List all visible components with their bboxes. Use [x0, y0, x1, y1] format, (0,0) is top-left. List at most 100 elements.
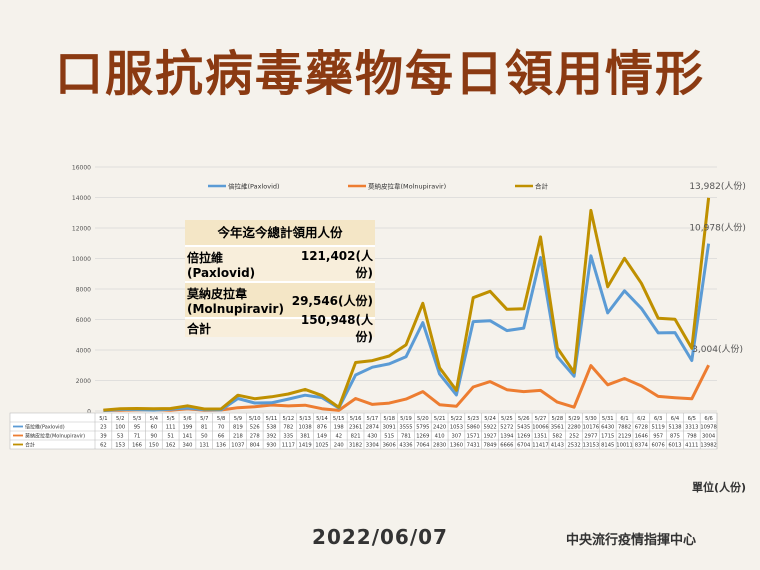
table-cell: 198 — [334, 425, 344, 431]
end-value-label: 3,004(人份) — [692, 343, 743, 355]
table-cell: 218 — [233, 434, 243, 440]
table-cell: 2830 — [433, 443, 446, 449]
table-cell: 2361 — [349, 425, 362, 431]
table-cell: 875 — [670, 434, 680, 440]
table-cell: 6666 — [500, 443, 513, 449]
table-cell: 538 — [267, 425, 277, 431]
table-cell: 7064 — [416, 443, 430, 449]
table-cell: 335 — [283, 434, 293, 440]
table-cell: 6704 — [517, 443, 531, 449]
table-cell: 1351 — [534, 434, 547, 440]
summary-label: 倍拉維 (Paxlovid) — [187, 250, 256, 280]
x-tick-label: 5/21 — [434, 416, 446, 422]
legend-label: 莫納皮拉韋(Molnupiravir) — [368, 182, 446, 191]
table-cell: 90 — [151, 434, 158, 440]
table-cell: 5860 — [467, 425, 480, 431]
table-cell: 3304 — [366, 443, 380, 449]
x-tick-label: 5/25 — [501, 416, 513, 422]
x-tick-label: 5/14 — [316, 416, 328, 422]
x-tick-label: 5/2 — [116, 416, 124, 422]
y-tick-label: 14000 — [72, 195, 91, 202]
summary-row-total: 合計 150,948(人份) — [185, 313, 375, 344]
table-cell: 70 — [218, 425, 225, 431]
x-tick-label: 5/10 — [249, 416, 261, 422]
table-cell: 2532 — [568, 443, 581, 449]
table-cell: 66 — [218, 434, 225, 440]
y-tick-label: 8000 — [76, 287, 91, 294]
table-cell: 798 — [687, 434, 697, 440]
table-cell: 3606 — [383, 443, 396, 449]
table-cell: 1053 — [450, 425, 463, 431]
table-cell: 62 — [100, 443, 107, 449]
table-cell: 1117 — [282, 443, 295, 449]
table-cell: 149 — [317, 434, 327, 440]
table-cell: 3004 — [702, 434, 716, 440]
page-title: 口服抗病毒藥物每日領用情形 — [54, 46, 705, 102]
table-cell: 141 — [183, 434, 193, 440]
summary-row-molnupiravir: 莫納皮拉韋 (Molnupiravir) 29,546(人份) — [185, 281, 375, 317]
table-cell: 199 — [183, 425, 193, 431]
table-cell: 7849 — [483, 443, 496, 449]
table-cell: 781 — [401, 434, 411, 440]
table-series-label: 合計 — [25, 442, 35, 449]
x-tick-label: 6/5 — [688, 416, 696, 422]
table-cell: 1571 — [467, 434, 480, 440]
y-tick-label: 10000 — [72, 256, 91, 263]
x-tick-label: 5/1 — [99, 416, 107, 422]
table-cell: 8145 — [601, 443, 614, 449]
table-cell: 11417 — [532, 443, 549, 449]
y-tick-label: 2000 — [76, 378, 91, 385]
table-cell: 821 — [351, 434, 361, 440]
table-cell: 1360 — [450, 443, 463, 449]
table-cell: 4111 — [685, 443, 698, 449]
x-tick-label: 5/3 — [133, 416, 141, 422]
table-cell: 13982 — [700, 443, 717, 449]
x-tick-label: 5/20 — [417, 416, 429, 422]
y-tick-label: 6000 — [76, 317, 91, 324]
table-cell: 50 — [201, 434, 208, 440]
y-tick-label: 12000 — [72, 226, 91, 233]
table-cell: 136 — [216, 443, 226, 449]
x-tick-label: 5/9 — [234, 416, 242, 422]
table-cell: 1269 — [416, 434, 429, 440]
x-tick-label: 5/15 — [333, 416, 345, 422]
table-cell: 782 — [283, 425, 293, 431]
table-cell: 10978 — [700, 425, 717, 431]
table-series-label: 倍拉維(Paxlovid) — [25, 424, 65, 431]
summary-label: 合計 — [187, 321, 212, 336]
table-cell: 6728 — [635, 425, 648, 431]
legend-label: 倍拉維(Paxlovid) — [228, 182, 280, 191]
table-cell: 5922 — [483, 425, 496, 431]
table-cell: 1394 — [500, 434, 514, 440]
table-cell: 340 — [183, 443, 193, 449]
organization-name: 中央流行疫情指揮中心 — [566, 533, 697, 548]
table-cell: 876 — [317, 425, 327, 431]
table-cell: 1646 — [635, 434, 648, 440]
table-cell: 95 — [134, 425, 141, 431]
table-cell: 430 — [367, 434, 377, 440]
x-tick-label: 5/28 — [551, 416, 563, 422]
table-cell: 5272 — [500, 425, 513, 431]
table-cell: 2420 — [433, 425, 446, 431]
series-line — [103, 197, 711, 412]
table-cell: 1269 — [517, 434, 530, 440]
x-tick-label: 5/12 — [282, 416, 294, 422]
end-value-label: 10,978(人份) — [689, 222, 746, 234]
x-tick-label: 5/23 — [467, 416, 479, 422]
x-tick-label: 5/7 — [200, 416, 208, 422]
x-tick-label: 6/3 — [654, 416, 662, 422]
table-cell: 8374 — [635, 443, 649, 449]
x-tick-label: 6/1 — [620, 416, 628, 422]
table-cell: 60 — [151, 425, 158, 431]
table-cell: 2129 — [618, 434, 631, 440]
table-cell: 10011 — [616, 443, 633, 449]
x-tick-label: 6/2 — [637, 416, 645, 422]
table-cell: 13153 — [583, 443, 600, 449]
x-tick-label: 5/4 — [150, 416, 159, 422]
table-cell: 2280 — [568, 425, 581, 431]
table-cell: 53 — [117, 434, 124, 440]
table-cell: 1715 — [601, 434, 614, 440]
table-cell: 5795 — [416, 425, 429, 431]
table-cell: 2874 — [366, 425, 380, 431]
